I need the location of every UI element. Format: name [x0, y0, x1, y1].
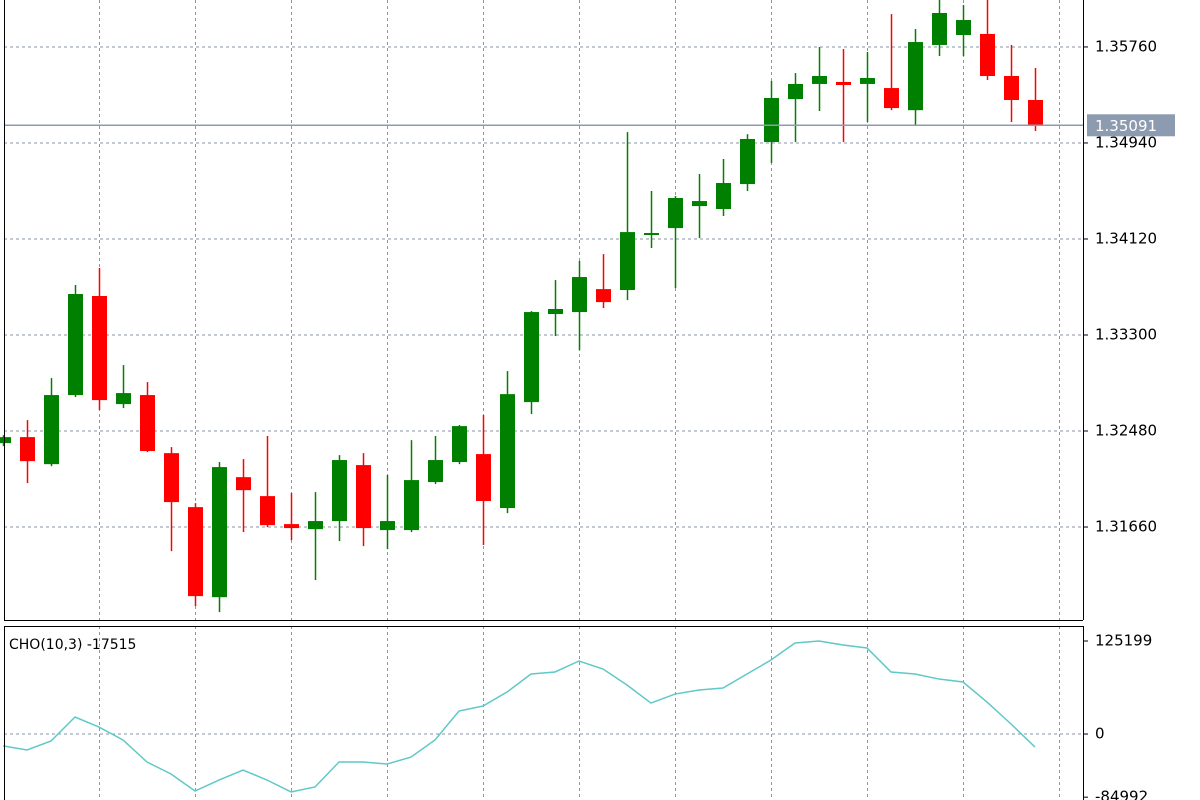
candle-body [68, 294, 83, 396]
candle-body [92, 296, 107, 401]
candle-body [236, 477, 251, 491]
candle-body [620, 232, 635, 291]
candle-body [164, 453, 179, 503]
candle-body [1028, 99, 1043, 126]
candle-body [596, 289, 611, 303]
candle-body [308, 521, 323, 530]
candle-body [140, 395, 155, 452]
y-tick-label: 125199 [1095, 632, 1152, 650]
candle-body [1004, 75, 1019, 100]
candle-body [428, 460, 443, 483]
y-tick-label: 1.34120 [1095, 229, 1157, 247]
candle-body [20, 437, 35, 462]
y-tick-label: 1.31660 [1095, 518, 1157, 536]
candle-body [260, 496, 275, 526]
y-tick-label: 1.34940 [1095, 133, 1157, 151]
candle-body [524, 312, 539, 403]
candle-body [404, 480, 419, 531]
y-tick-label: 1.33300 [1095, 325, 1157, 343]
candle-body [836, 81, 851, 86]
candle-body [116, 393, 131, 405]
indicator-line [2, 640, 1036, 793]
candle-body [908, 42, 923, 111]
axis-layer: 1.35760 1.34940 1.34120 1.33300 1.32480 1.316… [1083, 37, 1175, 800]
last-price-box [1087, 114, 1175, 137]
candle-body [668, 198, 683, 229]
y-tick-label: 1.35760 [1095, 37, 1157, 55]
candle-body [212, 467, 227, 598]
candle-body [188, 507, 203, 597]
y-tick-label: 1.32480 [1095, 422, 1157, 440]
candle-body [500, 394, 515, 509]
candle-body [356, 465, 371, 529]
candle-body [548, 309, 563, 315]
indicator-title: CHO(10,3) -17515 [9, 637, 136, 653]
candle-body [332, 460, 347, 522]
y-tick-label: 0 [1095, 725, 1105, 743]
candle-body [644, 233, 659, 236]
candle-body [0, 437, 11, 444]
candle-body [284, 524, 299, 529]
candle-body [932, 12, 947, 45]
candle-body [764, 98, 779, 143]
candle-body [956, 20, 971, 36]
candle-body [572, 277, 587, 313]
candle-body [740, 138, 755, 185]
candle-body [884, 88, 899, 109]
last-price-label: 1.35091 [1095, 117, 1157, 135]
candle-body [812, 75, 827, 84]
candle-body [860, 77, 875, 84]
candle-body [476, 454, 491, 502]
candle-body [788, 83, 803, 100]
candle-body [692, 201, 707, 207]
y-tick-label: -84992 [1095, 788, 1148, 800]
candle-body [44, 395, 59, 465]
candle-body [452, 426, 467, 463]
marks-layer [0, 0, 1083, 793]
candle-body [980, 33, 995, 76]
candle-body [716, 183, 731, 210]
candle-body [380, 521, 395, 531]
